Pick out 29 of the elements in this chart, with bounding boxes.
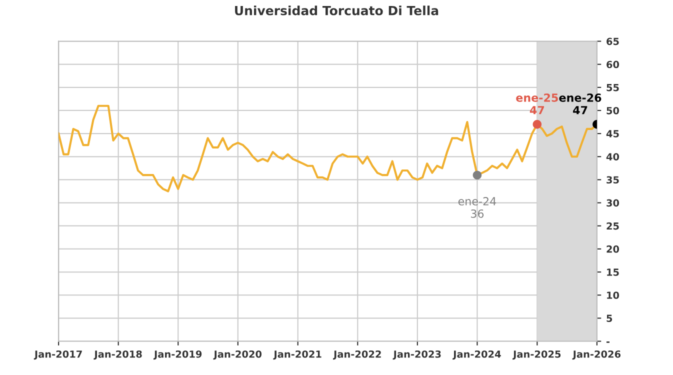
annotation: ene-25 47 <box>516 93 558 114</box>
x-tick-label: Jan-2020 <box>213 350 262 360</box>
y-tick-label: 40 <box>606 153 620 160</box>
x-tick-label: Jan-2018 <box>94 350 142 360</box>
annotation: ene-26 47 <box>559 93 602 114</box>
x-tick-label: Jan-2017 <box>34 350 82 360</box>
x-tick-label: Jan-2021 <box>273 350 322 360</box>
y-tick-label: 65 <box>606 38 619 46</box>
y-tick-label: 10 <box>607 292 620 299</box>
chart-title: Universidad Torcuato Di Tella <box>235 6 438 16</box>
y-tick-label: 25 <box>606 222 619 230</box>
x-tick-label: Jan-2024 <box>452 350 501 360</box>
y-tick-label: 15 <box>607 268 619 276</box>
y-tick-label: 5 <box>606 314 612 322</box>
x-tick-label: Jan-2023 <box>392 350 441 360</box>
y-tick-label: - <box>606 341 610 343</box>
y-tick-label: 50 <box>606 106 620 114</box>
x-tick-label: Jan-2019 <box>153 350 202 360</box>
y-tick-label: 20 <box>606 245 620 253</box>
y-tick-label: 30 <box>606 199 620 207</box>
annotation: ene-24 36 <box>458 197 496 218</box>
x-tick-label: Jan-2026 <box>572 350 621 360</box>
line-series <box>58 104 597 192</box>
y-tick-label: 45 <box>606 130 619 138</box>
x-tick-label: Jan-2022 <box>333 350 381 360</box>
y-tick-label: 60 <box>606 60 620 68</box>
x-tick-label: Jan-2025 <box>512 350 561 360</box>
y-tick-label: 35 <box>606 176 619 184</box>
y-tick-label: 55 <box>606 84 619 92</box>
